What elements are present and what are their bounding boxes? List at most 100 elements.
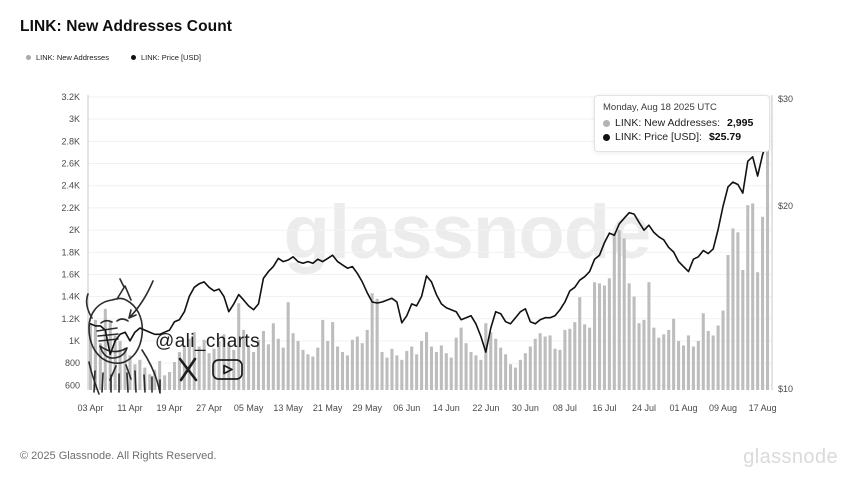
new-addresses-bar[interactable]: [642, 319, 646, 390]
new-addresses-bar[interactable]: [716, 325, 720, 390]
new-addresses-bar[interactable]: [464, 343, 468, 390]
new-addresses-bar[interactable]: [602, 285, 606, 390]
new-addresses-bar[interactable]: [118, 340, 122, 390]
new-addresses-bar[interactable]: [296, 340, 300, 390]
new-addresses-bar[interactable]: [558, 349, 562, 390]
new-addresses-bar[interactable]: [405, 350, 409, 390]
new-addresses-bar[interactable]: [449, 357, 453, 390]
new-addresses-bar[interactable]: [207, 353, 211, 390]
new-addresses-bar[interactable]: [153, 369, 157, 390]
new-addresses-bar[interactable]: [276, 338, 280, 390]
new-addresses-bar[interactable]: [158, 360, 162, 390]
new-addresses-bar[interactable]: [721, 310, 725, 390]
new-addresses-bar[interactable]: [232, 349, 236, 390]
new-addresses-bar[interactable]: [612, 233, 616, 390]
new-addresses-bar[interactable]: [696, 340, 700, 390]
price-line[interactable]: [89, 138, 769, 356]
new-addresses-bar[interactable]: [237, 303, 241, 390]
new-addresses-bar[interactable]: [202, 339, 206, 390]
new-addresses-bar[interactable]: [607, 278, 611, 390]
new-addresses-bar[interactable]: [88, 324, 92, 390]
new-addresses-bar[interactable]: [632, 296, 636, 390]
new-addresses-bar[interactable]: [301, 349, 305, 390]
new-addresses-bar[interactable]: [731, 228, 735, 390]
new-addresses-bar[interactable]: [622, 238, 626, 390]
new-addresses-bar[interactable]: [360, 343, 364, 390]
new-addresses-bar[interactable]: [593, 282, 597, 390]
new-addresses-bar[interactable]: [415, 354, 419, 390]
new-addresses-bar[interactable]: [380, 352, 384, 390]
new-addresses-bar[interactable]: [108, 321, 112, 390]
new-addresses-bar[interactable]: [182, 345, 186, 390]
new-addresses-bar[interactable]: [736, 232, 740, 390]
new-addresses-bar[interactable]: [657, 337, 661, 390]
new-addresses-bar[interactable]: [573, 322, 577, 390]
new-addresses-bar[interactable]: [370, 293, 374, 390]
new-addresses-bar[interactable]: [672, 318, 676, 390]
new-addresses-bar[interactable]: [311, 356, 315, 390]
new-addresses-bar[interactable]: [706, 331, 710, 390]
new-addresses-bar[interactable]: [212, 348, 216, 390]
new-addresses-bar[interactable]: [583, 324, 587, 390]
new-addresses-bar[interactable]: [553, 348, 557, 390]
new-addresses-bar[interactable]: [543, 336, 547, 390]
new-addresses-bar[interactable]: [686, 335, 690, 390]
new-addresses-bar[interactable]: [548, 335, 552, 390]
new-addresses-bar[interactable]: [662, 334, 666, 390]
new-addresses-bar[interactable]: [227, 343, 231, 390]
new-addresses-bar[interactable]: [138, 359, 142, 390]
new-addresses-bar[interactable]: [637, 323, 641, 390]
new-addresses-bar[interactable]: [177, 352, 181, 390]
new-addresses-bar[interactable]: [454, 337, 458, 390]
new-addresses-bar[interactable]: [459, 327, 463, 390]
new-addresses-bar[interactable]: [410, 346, 414, 390]
new-addresses-bar[interactable]: [242, 329, 246, 390]
youtube-play-icon[interactable]: [212, 359, 243, 380]
x-twitter-icon[interactable]: [178, 357, 198, 382]
new-addresses-bar[interactable]: [390, 348, 394, 390]
new-addresses-bar[interactable]: [385, 357, 389, 390]
new-addresses-bar[interactable]: [538, 333, 542, 390]
new-addresses-bar[interactable]: [691, 346, 695, 390]
new-addresses-bar[interactable]: [474, 355, 478, 390]
new-addresses-bar[interactable]: [306, 354, 310, 390]
new-addresses-bar[interactable]: [168, 372, 172, 390]
new-addresses-bar[interactable]: [494, 338, 498, 390]
new-addresses-bar[interactable]: [578, 297, 582, 390]
new-addresses-bar[interactable]: [217, 340, 221, 390]
new-addresses-bar[interactable]: [93, 319, 97, 390]
new-addresses-bar[interactable]: [766, 119, 770, 390]
new-addresses-bar[interactable]: [711, 335, 715, 390]
new-addresses-bar[interactable]: [187, 338, 191, 390]
new-addresses-bar[interactable]: [513, 367, 518, 390]
new-addresses-bar[interactable]: [261, 331, 265, 390]
new-addresses-bar[interactable]: [163, 375, 167, 390]
new-addresses-bar[interactable]: [355, 336, 359, 390]
new-addresses-bar[interactable]: [271, 323, 275, 390]
new-addresses-bar[interactable]: [597, 283, 602, 390]
new-addresses-bar[interactable]: [291, 333, 295, 390]
new-addresses-bar[interactable]: [518, 359, 522, 390]
new-addresses-bar[interactable]: [439, 345, 443, 390]
new-addresses-bar[interactable]: [197, 346, 201, 390]
new-addresses-bar[interactable]: [326, 340, 330, 390]
new-addresses-bar[interactable]: [286, 302, 290, 390]
new-addresses-bar[interactable]: [434, 352, 438, 390]
new-addresses-bar[interactable]: [533, 338, 537, 390]
new-addresses-bar[interactable]: [350, 339, 354, 390]
new-addresses-bar[interactable]: [429, 346, 433, 390]
new-addresses-bar[interactable]: [400, 359, 404, 390]
new-addresses-bar[interactable]: [563, 329, 567, 390]
new-addresses-bar[interactable]: [375, 298, 379, 390]
new-addresses-bar[interactable]: [222, 334, 226, 390]
new-addresses-bar[interactable]: [681, 345, 686, 390]
new-addresses-bar[interactable]: [677, 340, 681, 390]
new-addresses-bar[interactable]: [568, 328, 572, 390]
new-addresses-bar[interactable]: [469, 352, 473, 390]
new-addresses-bar[interactable]: [316, 347, 320, 390]
new-addresses-bar[interactable]: [340, 352, 345, 390]
new-addresses-bar[interactable]: [420, 340, 424, 390]
new-addresses-bar[interactable]: [701, 313, 705, 390]
new-addresses-bar[interactable]: [489, 332, 493, 390]
new-addresses-bar[interactable]: [528, 346, 532, 390]
